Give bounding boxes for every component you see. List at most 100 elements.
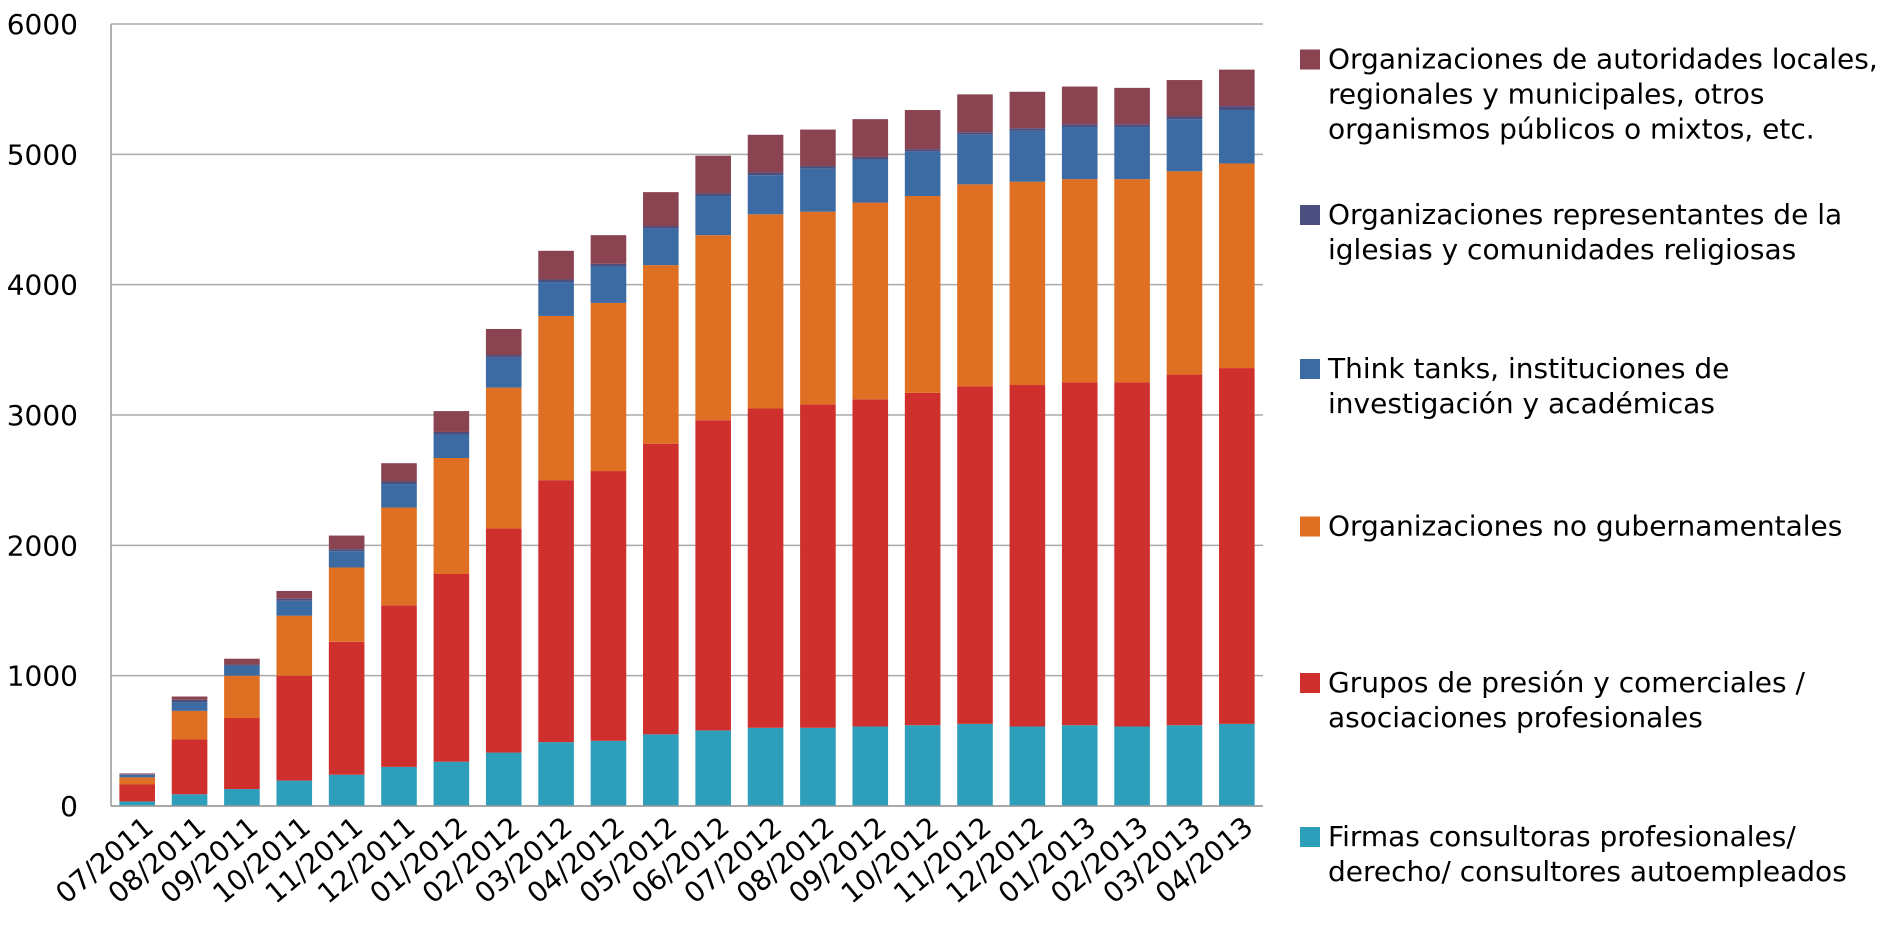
bar-segment: [957, 132, 993, 135]
bar-segment: [485, 387, 522, 529]
bar-segment: [1166, 119, 1203, 172]
legend-item: Organizaciones de autoridades locales, r…: [1300, 42, 1880, 147]
y-tick-label: 3000: [7, 399, 78, 432]
bar-segment: [171, 794, 208, 806]
bar-segment: [800, 404, 836, 728]
legend-label: Think tanks, instituciones de investigac…: [1328, 352, 1730, 420]
bar-segment: [433, 761, 470, 806]
bar-segment: [643, 192, 679, 227]
legend-label: Organizaciones representantes de la igle…: [1328, 198, 1843, 266]
bar-segment: [852, 726, 889, 806]
legend-item: Firmas consultoras profesionales/ derech…: [1300, 819, 1880, 889]
bar-segment: [1166, 374, 1203, 726]
bar-segment: [276, 600, 313, 616]
y-tick-label: 6000: [7, 8, 78, 41]
bar-segment: [1219, 69, 1255, 107]
bar-segment: [590, 235, 627, 264]
bar-segment: [224, 664, 260, 666]
bar-segment: [119, 773, 155, 775]
bar-segment: [381, 484, 417, 508]
bar-segment: [1061, 126, 1098, 180]
bar-segment: [224, 658, 260, 665]
bar-segment: [852, 119, 889, 157]
bar-segment: [590, 740, 627, 806]
bar-segment: [171, 702, 208, 711]
bar-segment: [119, 784, 155, 802]
bar-segment: [800, 166, 836, 169]
y-tick-label: 1000: [7, 660, 78, 693]
legend-item: Organizaciones representantes de la igle…: [1300, 197, 1880, 267]
bar-segment: [276, 598, 313, 601]
bar-segment: [695, 420, 731, 731]
bar-segment: [747, 172, 784, 176]
bar-segment: [904, 196, 941, 393]
legend-label: Firmas consultoras profesionales/ derech…: [1328, 820, 1847, 888]
bar-segment: [485, 528, 522, 753]
bar-segment: [224, 718, 260, 790]
legend-item: Organizaciones no gubernamentales: [1300, 509, 1880, 544]
bar-segment: [538, 282, 574, 316]
bar-segment: [1061, 86, 1098, 125]
bar-segment: [695, 193, 731, 197]
bar-segment: [1219, 110, 1255, 164]
bar-segment: [957, 184, 993, 387]
bar-segment: [171, 699, 208, 703]
y-tick-label: 2000: [7, 529, 78, 562]
bar-segment: [276, 615, 313, 676]
bar-segment: [957, 386, 993, 724]
bar-segment: [643, 228, 679, 266]
bar-segment: [1061, 382, 1098, 726]
bar-segment: [590, 266, 627, 303]
bar-segment: [224, 675, 260, 719]
bar-segment: [328, 641, 365, 775]
bar-segment: [1061, 124, 1098, 127]
bar-segment: [1061, 179, 1098, 383]
bar-segment: [590, 471, 627, 741]
bar-segment: [485, 357, 522, 388]
bar-segment: [904, 149, 941, 152]
legend-item: Grupos de presión y comerciales / asocia…: [1300, 665, 1880, 735]
y-tick-label: 0: [60, 790, 78, 823]
bar-segment: [381, 463, 417, 482]
bar-segment: [800, 211, 836, 405]
bar-segment: [747, 214, 784, 409]
bar-segment: [538, 742, 574, 806]
bar-segment: [852, 159, 889, 203]
bar-segment: [852, 156, 889, 160]
bar-segment: [1219, 163, 1255, 369]
bar-segment: [695, 730, 731, 806]
bar-segment: [957, 94, 993, 133]
bar-segment: [119, 774, 155, 778]
bar-segment: [538, 279, 574, 283]
bar-segment: [381, 766, 417, 806]
bar-segment: [1219, 723, 1255, 806]
legend-swatch: [1300, 516, 1320, 537]
bar-segment: [643, 265, 679, 444]
legend-swatch: [1300, 359, 1320, 379]
bar-segment: [590, 263, 627, 267]
bar-segment: [1114, 382, 1150, 727]
bar-segment: [1009, 128, 1046, 131]
bar-segment: [1009, 385, 1046, 727]
bar-segment: [643, 734, 679, 806]
legend-item: Think tanks, instituciones de investigac…: [1300, 351, 1880, 421]
bar-segment: [485, 355, 522, 358]
bar-segment: [1114, 179, 1150, 383]
bar-segment: [904, 110, 941, 150]
bar-segment: [381, 507, 417, 606]
bar-segment: [381, 605, 417, 767]
bar-segment: [276, 590, 313, 599]
bar-segment: [433, 458, 470, 575]
bar-segment: [1114, 726, 1150, 806]
bar-segment: [957, 134, 993, 185]
bar-segment: [224, 665, 260, 676]
y-tick-label: 4000: [7, 269, 78, 302]
bar-segment: [485, 752, 522, 806]
bar-segment: [433, 431, 470, 435]
bar-segment: [538, 315, 574, 481]
bar-segment: [643, 443, 679, 735]
bar-segment: [1114, 126, 1150, 180]
legend-swatch: [1300, 673, 1320, 693]
bar-segment: [171, 739, 208, 795]
